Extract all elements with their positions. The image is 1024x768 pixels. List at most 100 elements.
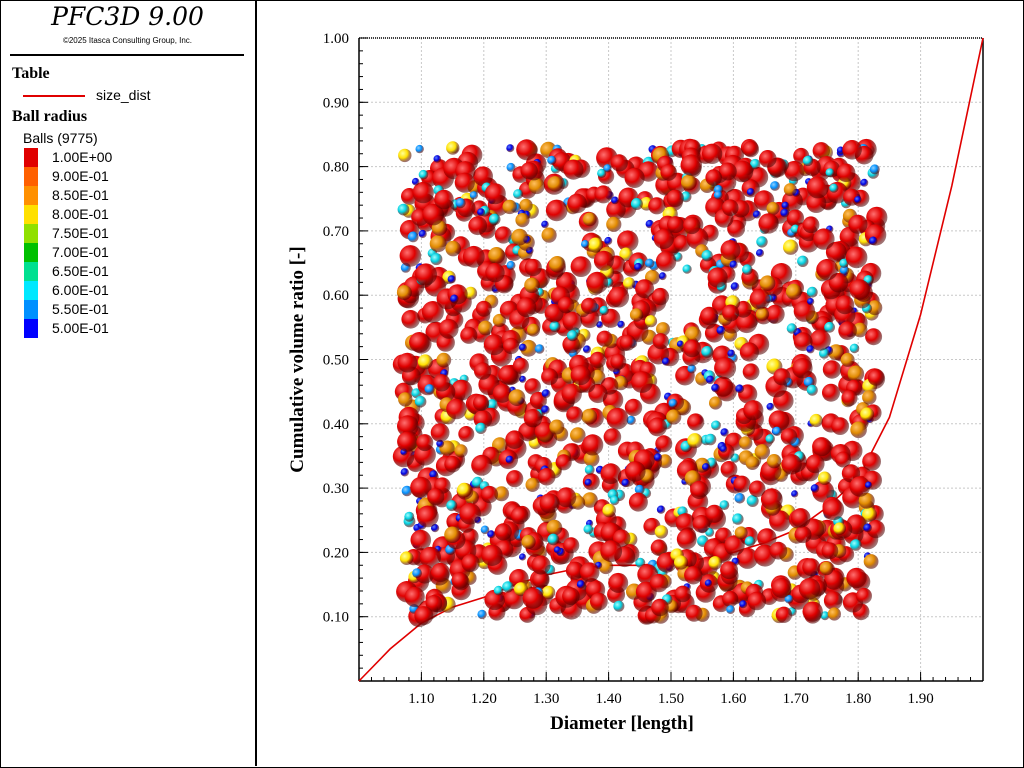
- ball: [644, 315, 658, 328]
- ball: [469, 191, 478, 200]
- ball: [524, 378, 541, 395]
- ball: [421, 301, 444, 323]
- ball: [430, 423, 450, 442]
- ball: [494, 226, 512, 244]
- ball: [785, 283, 802, 300]
- x-tick-label: 1.10: [408, 691, 434, 707]
- ball: [658, 272, 667, 281]
- ball: [506, 162, 516, 172]
- x-axis-title: Diameter [length]: [550, 713, 694, 734]
- ball: [727, 349, 736, 358]
- ball: [713, 190, 723, 200]
- ball: [854, 196, 862, 204]
- ball: [759, 150, 777, 168]
- ball: [396, 285, 412, 301]
- ball: [534, 344, 545, 354]
- app-copyright: ©2025 Itasca Consulting Group, Inc.: [62, 36, 193, 45]
- ball: [606, 407, 629, 430]
- ball: [648, 417, 667, 437]
- ball: [624, 398, 643, 417]
- ball: [848, 214, 868, 234]
- ball: [784, 594, 794, 604]
- scale-swatch: [24, 224, 38, 243]
- y-tick-label: 0.30: [323, 481, 349, 497]
- ball: [414, 395, 427, 408]
- ball: [400, 468, 409, 477]
- ball: [634, 484, 645, 495]
- y-tick-label: 0.60: [323, 288, 349, 304]
- ball: [675, 513, 696, 533]
- ball: [666, 189, 684, 207]
- ball: [397, 431, 418, 452]
- ball: [684, 566, 703, 585]
- ball: [791, 490, 799, 498]
- ball: [742, 363, 760, 381]
- ball: [399, 551, 414, 565]
- ball: [444, 526, 461, 544]
- ball: [797, 255, 809, 267]
- ball: [492, 313, 506, 328]
- ball: [549, 321, 561, 333]
- x-tick-label: 1.80: [845, 691, 871, 707]
- ball: [783, 239, 799, 255]
- ball: [766, 454, 782, 469]
- ball: [619, 334, 636, 351]
- ball: [541, 220, 549, 229]
- y-tick-label: 0.20: [323, 545, 349, 561]
- ball: [692, 515, 711, 533]
- ball: [652, 333, 669, 350]
- scale-label: 9.00E-01: [52, 168, 109, 184]
- ball: [676, 340, 684, 348]
- ball: [702, 463, 710, 471]
- ball: [701, 143, 723, 164]
- ball: [429, 470, 438, 479]
- ball: [860, 407, 875, 422]
- ball: [780, 208, 790, 218]
- ball: [739, 436, 753, 450]
- ball: [770, 181, 780, 191]
- ball: [445, 240, 461, 257]
- ball: [680, 154, 703, 176]
- y-axis-title: Cumulative volume ratio [-]: [287, 246, 308, 472]
- ball: [623, 277, 636, 290]
- ball: [473, 394, 490, 411]
- ball: [446, 141, 460, 155]
- ball: [822, 383, 840, 402]
- scale-swatch: [24, 243, 38, 262]
- ball: [619, 247, 633, 262]
- ball: [733, 475, 751, 493]
- ball: [570, 427, 586, 443]
- ball: [734, 526, 748, 540]
- ball: [502, 199, 517, 215]
- ball: [685, 604, 703, 622]
- ball: [656, 505, 666, 514]
- ball: [748, 480, 766, 498]
- scale-label: 5.50E-01: [52, 301, 109, 317]
- ball: [581, 408, 598, 425]
- ball: [474, 362, 492, 380]
- ball: [845, 246, 868, 269]
- ball: [493, 585, 504, 596]
- ball: [409, 332, 430, 353]
- ball: [769, 510, 791, 532]
- ball: [555, 454, 572, 471]
- ball: [541, 389, 551, 398]
- ball: [759, 275, 776, 292]
- ball: [805, 454, 825, 474]
- ball: [660, 164, 677, 181]
- ball: [719, 445, 728, 453]
- ball: [786, 323, 798, 334]
- ball: [862, 452, 881, 471]
- ball: [746, 495, 759, 507]
- ball: [503, 337, 520, 355]
- ball: [863, 554, 879, 569]
- ball: [666, 409, 682, 425]
- ball: [434, 189, 454, 210]
- ball: [603, 428, 622, 446]
- ball: [444, 455, 461, 473]
- ball: [716, 325, 726, 335]
- ball: [567, 193, 587, 214]
- ball: [802, 601, 823, 622]
- ball: [488, 247, 505, 264]
- ball: [752, 210, 761, 219]
